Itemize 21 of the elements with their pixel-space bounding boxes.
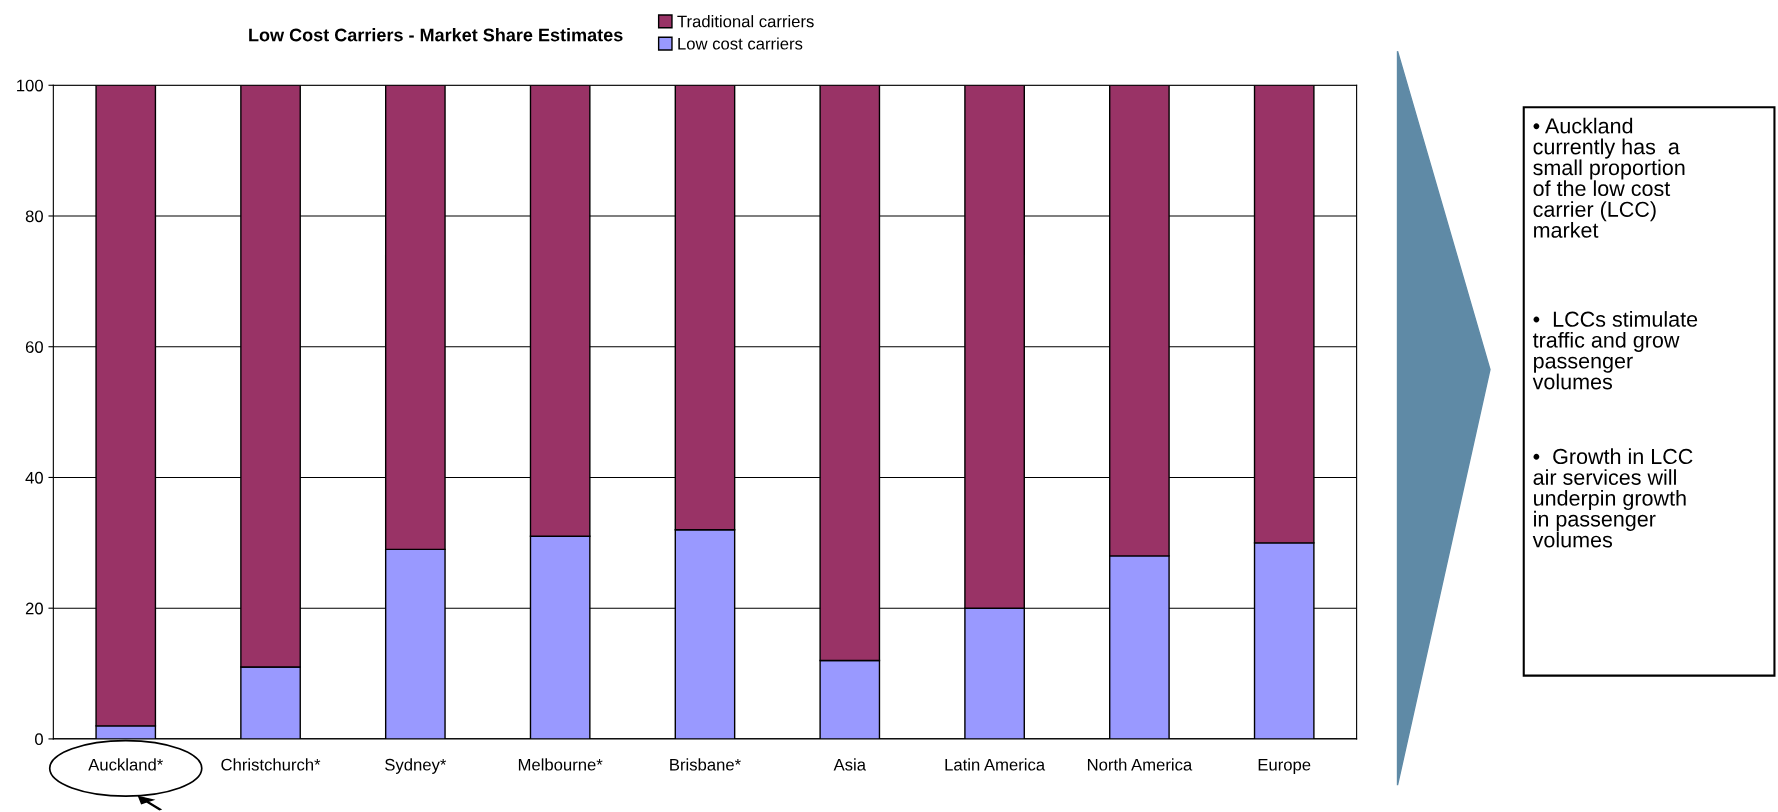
y-tick-label: 100	[17, 79, 43, 92]
x-tick-label: Sydney*	[385, 758, 447, 774]
y-tick-label: 0	[35, 733, 43, 746]
x-tick-label: Europe	[1258, 758, 1311, 774]
legend-label: Traditional carriers	[677, 15, 814, 28]
x-tick-label: Auckland*	[88, 758, 164, 771]
text: • Auckland currently has a small proportion of the low cost carrier (LCC) market	[1533, 117, 1685, 238]
legend-label: Low cost carriers	[678, 37, 803, 50]
y-tick-label: 20	[25, 602, 43, 615]
y-tick-label: 40	[25, 471, 43, 484]
text: • Growth in LCC air services will underpin growth in passenger volumes	[1532, 448, 1693, 548]
x-tick-label: Asia	[833, 758, 866, 771]
x-tick-label: Christchurch*	[221, 758, 321, 771]
text: • LCCs stimulate traffic and grow passenger volumes	[1532, 311, 1698, 390]
y-tick-label: 80	[25, 210, 43, 223]
x-tick-label: Brisbane*	[670, 758, 741, 771]
y-tick-label: 60	[25, 341, 43, 353]
x-tick-label: North America	[1087, 758, 1193, 771]
chart-title: Low Cost Carriers - Market Share Estimates	[249, 28, 623, 42]
x-tick-label: Latin America	[945, 758, 1046, 771]
x-tick-label: Melbourne*	[518, 758, 603, 771]
